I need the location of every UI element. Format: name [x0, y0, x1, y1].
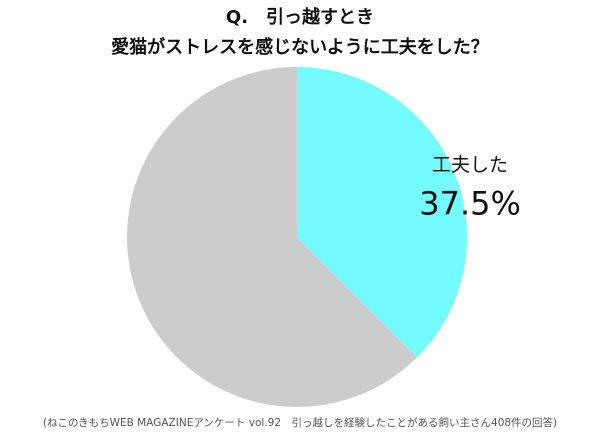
slice-label: 工夫した [432, 154, 508, 176]
pie-slice [297, 67, 468, 358]
chart-title: 愛猫がストレスを感じないように工夫をした？ [111, 36, 489, 58]
pie-slice [126, 67, 418, 407]
value-label: 37.5% [419, 184, 521, 222]
source-note: (ねこのきもちWEB MAGAZINEアンケート vol.92 引っ越しを経験し… [43, 416, 557, 429]
chart-title: Q. 引っ越すとき [226, 6, 374, 28]
